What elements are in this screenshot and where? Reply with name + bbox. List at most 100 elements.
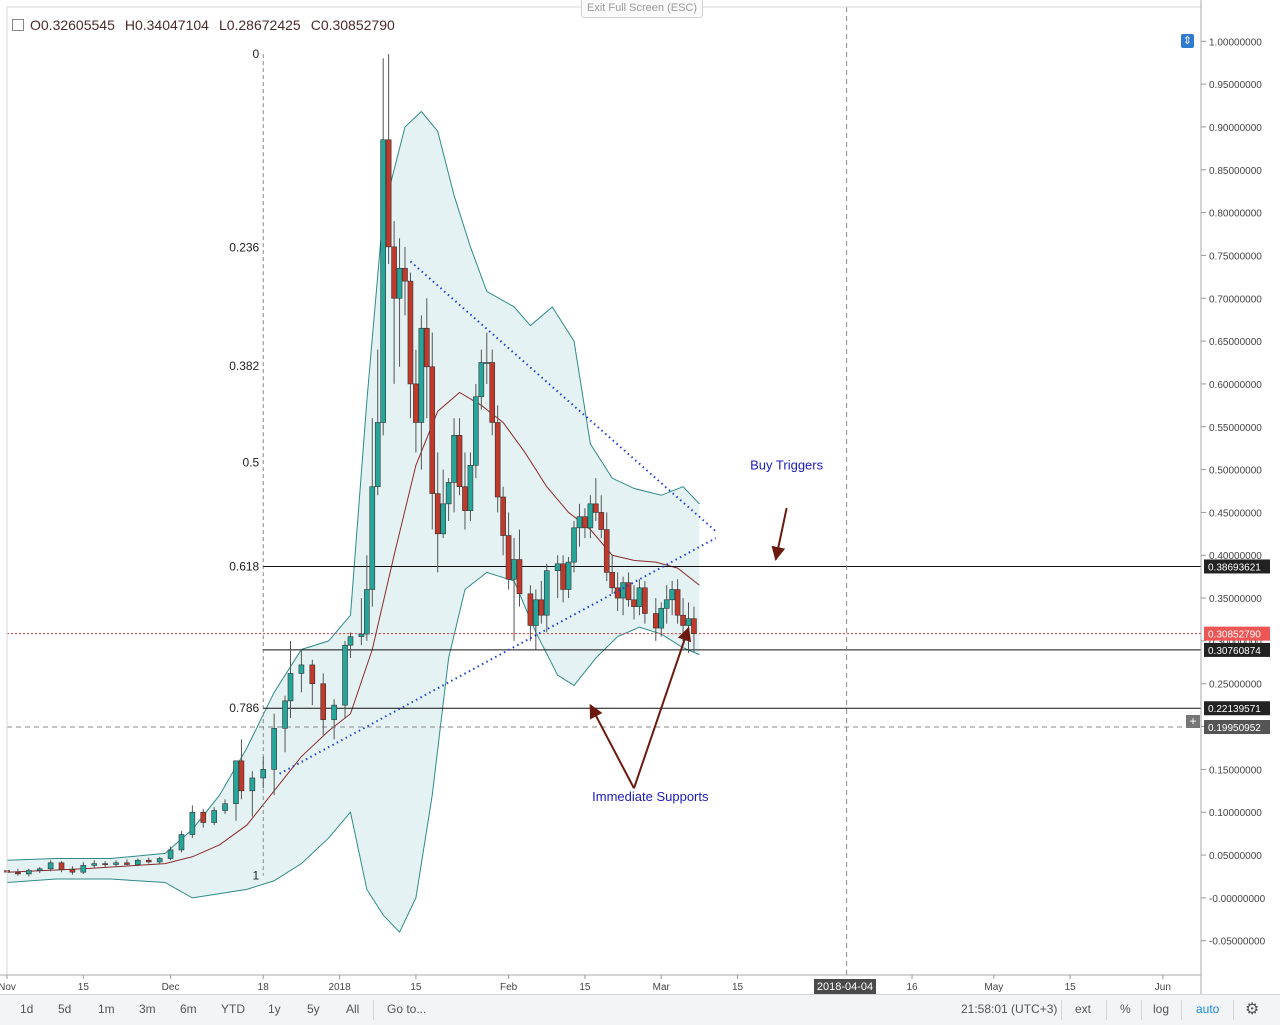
candle-body [483,362,490,364]
price-tag-box [1204,720,1270,735]
candle-body [527,593,534,626]
annotations: Buy Triggers Immediate Supports [589,458,824,804]
y-tick-label: 0.90000000 [1209,123,1262,134]
go-to-button[interactable]: Go to... [387,1002,427,1016]
candle-body [364,589,370,635]
candle-body [669,589,675,601]
ohlc-high: H0.34047104 [124,17,209,33]
range-ytd-button[interactable]: YTD [221,1002,245,1016]
candle-body [331,704,337,721]
ohlc-open: O0.32605545 [30,17,115,33]
price-tag-label: 0.30760874 [1208,646,1261,657]
bollinger-bands [6,110,700,934]
candle-body [287,673,294,702]
candle-body [565,561,572,590]
candle-body [603,529,610,573]
y-tick-label: 0.95000000 [1209,80,1262,91]
ohlc-legend: O0.32605545 H0.34047104 L0.28672425 C0.3085… [12,17,405,33]
candle-body [451,435,457,483]
scale-settings-icon[interactable]: ⇕ [1181,34,1194,48]
candle-body [309,664,316,685]
y-tick-label: 0.55000000 [1209,423,1262,434]
x-tick-label: 15 [410,982,422,993]
candle-body [440,503,446,535]
candle-body [554,563,561,571]
ohlc-close: C0.30852790 [310,17,395,33]
candle-body [533,599,539,626]
candle-body [571,527,577,563]
percent-toggle[interactable]: % [1120,1002,1131,1016]
band-upper [6,110,700,861]
candle-body [691,618,697,634]
x-tick-label: Dec [162,982,180,993]
range-1y-button[interactable]: 1y [268,1002,281,1016]
candle-body [320,683,327,721]
toolbar-divider [1141,1000,1142,1020]
candle-body [576,516,583,529]
candle-body [167,849,174,859]
range-all-button[interactable]: All [346,1002,360,1016]
range-1d-button[interactable]: 1d [20,1002,34,1016]
candle-body [587,503,594,529]
add-level-icon[interactable]: + [1186,715,1200,728]
candle-body [456,435,463,488]
ext-toggle[interactable]: ext [1075,1002,1092,1016]
crosshair-date-badge: 2018-04-04 [814,979,876,995]
x-tick-label: 15 [579,982,591,993]
candle-body [680,614,686,626]
candle-body [494,422,501,498]
candle-body [429,366,436,494]
candle-body [582,516,588,529]
candle-body [113,862,119,865]
candle-body [505,535,512,580]
clock: 21:58:01 (UTC+3) [961,1002,1058,1016]
candle-body [516,559,523,595]
annotation-arrow [589,703,635,789]
range-5y-button[interactable]: 5y [307,1002,320,1016]
price-tags: 0.38693621 0.30852790 0.30760874 0.22139571… [1204,559,1270,735]
range-1m-button[interactable]: 1m [98,1002,115,1016]
y-tick-label: -0.05000000 [1209,937,1266,948]
candle-body [396,267,403,299]
candle-body [402,267,408,282]
log-toggle[interactable]: log [1153,1002,1170,1016]
candle-body [91,863,98,866]
fib-label: 0.236 [229,241,259,255]
candle-body [500,496,506,536]
candle-body [560,563,566,590]
y-tick-label: 0.35000000 [1209,594,1262,605]
fib-label: 0 [253,47,260,61]
candle-body [385,139,392,248]
x-tick-label: 16 [906,982,918,993]
exit-full-screen-button[interactable]: Exit Full Screen (ESC) [581,0,703,18]
price-tag-box [1204,701,1270,716]
range-6m-button[interactable]: 6m [180,1002,197,1016]
band-fill [7,111,700,933]
candle-body [178,834,185,851]
candle-body [658,608,665,629]
fib-label: 0.618 [229,559,259,573]
x-tick-label: 15 [732,982,744,993]
settings-gear-icon[interactable]: ⚙ [1245,1001,1260,1018]
price-tag-label: 0.30852790 [1208,630,1261,641]
range-5d-button[interactable]: 5d [58,1002,72,1016]
x-tick-label: 15 [78,982,90,993]
price-tag-box [1204,642,1270,657]
range-3m-button[interactable]: 3m [139,1002,156,1016]
candle-body [598,512,605,530]
toolbar-divider [1233,1000,1234,1020]
y-tick-label: 0.45000000 [1209,508,1262,519]
candlesticks [4,54,697,877]
candle-body [69,869,76,873]
y-tick-label: 0.30000000 [1209,637,1262,648]
y-tick-label: 0.75000000 [1209,251,1262,262]
candle-body [222,803,228,811]
series-toggle-icon[interactable] [12,19,24,31]
annotation-label: Buy Triggers [750,458,823,473]
fib-label: 0.786 [229,701,259,715]
candle-body [249,777,256,792]
auto-toggle[interactable]: auto [1196,1002,1220,1016]
candle-body [47,862,54,870]
x-tick-label: May [984,982,1003,993]
